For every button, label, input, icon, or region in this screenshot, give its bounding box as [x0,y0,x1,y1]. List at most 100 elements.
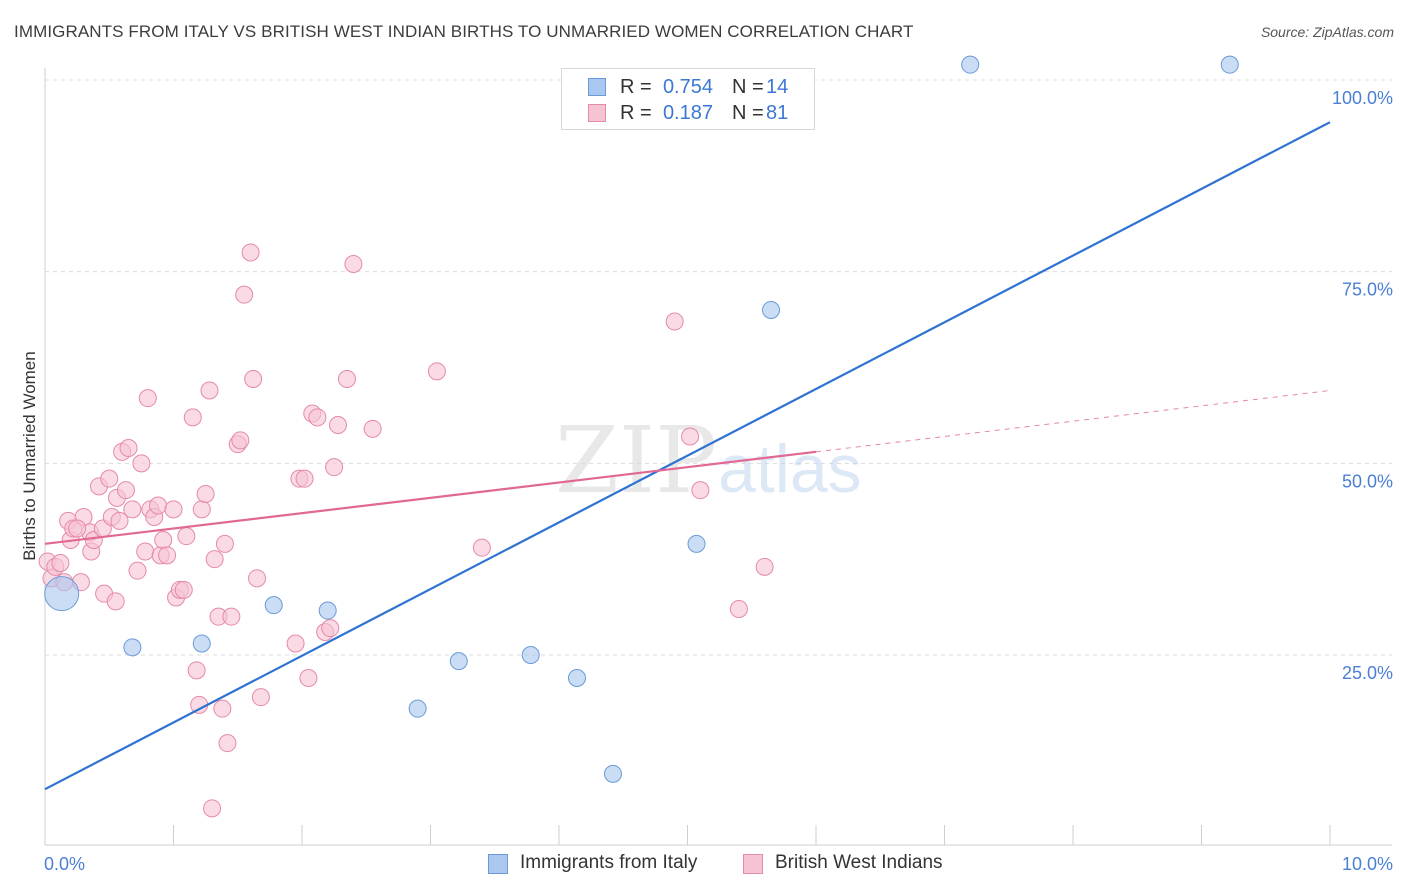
bwi-point [729,600,748,618]
bwi-point [222,607,241,626]
stats-legend: R = 0.754 N = 14 R = 0.187 N = 81 [561,68,815,130]
bwi-point [691,481,710,500]
bwi-point [138,389,157,408]
bwi-point [100,469,119,488]
bwi-point [215,534,234,553]
italy-point [264,596,283,615]
bwi-point [321,619,340,638]
bwi-point [205,550,224,569]
source-credit: Source: ZipAtlas.com [1260,24,1394,40]
y-tick-label: 100.0% [1332,88,1393,108]
n-value: 14 [766,76,789,98]
watermark-atlas: atlas [718,431,862,507]
bwi-point [427,362,446,381]
bwi-point [344,255,363,273]
bwi-point [128,561,147,580]
bwi-point [106,592,125,611]
italy-point [449,652,468,671]
italy-point [687,534,706,553]
italy-point [192,634,211,653]
bwi-point [164,500,183,519]
bwi-point [158,546,177,565]
bwi-point [308,408,327,427]
italy-point [603,764,622,783]
y-tick-label: 25.0% [1342,663,1393,683]
bwi-trend-extension [815,390,1331,453]
bwi-point [363,419,382,438]
y-axis-label: Births to Unmarried Women [20,351,39,560]
bwi-point [187,661,206,680]
bwi-point [183,408,202,427]
bwi-point [174,580,193,599]
trend-lines [44,121,1331,791]
bwi-point [337,370,356,388]
bwi-point [203,799,222,818]
bwi-swatch [588,104,606,122]
bwi-point [116,481,135,500]
bwi-point [235,285,254,304]
y-tick-label: 50.0% [1342,471,1393,491]
series-legend: Immigrants from Italy British West India… [0,852,1406,878]
bwi-point [123,500,142,519]
x-tick-label: 10.0% [1342,854,1393,874]
n-label: N = [732,76,764,98]
bwi-point [231,431,250,450]
legend-label-bwi: British West Indians [775,852,943,873]
x-tick-label: 0.0% [44,854,85,874]
bwi-point [192,500,211,519]
chart-title: IMMIGRANTS FROM ITALY VS BRITISH WEST IN… [14,22,914,41]
italy-point [318,601,337,620]
bwi-point [299,669,318,687]
bwi-point [755,557,774,576]
bwi-point [325,458,344,477]
watermark-zip: ZIP [555,407,717,514]
bwi-point [177,527,196,546]
bwi-point [244,370,263,388]
italy-point [1220,55,1239,74]
r-value: 0.187 [662,102,713,124]
bwi-trend-line [44,450,817,545]
bwi-point [665,312,684,331]
bwi-point [218,734,237,753]
bwi-point [251,688,270,707]
italy-point [961,55,980,74]
italy-point [44,576,80,612]
r-label: R = [620,76,652,98]
n-label: N = [732,102,764,124]
y-tick-label: 75.0% [1342,280,1393,300]
italy-point [408,699,427,718]
bwi-point [472,538,491,557]
gridlines [45,79,1392,656]
bwi-point [132,454,151,473]
bwi-point [200,381,219,400]
bwi-point [110,511,129,530]
data-points [38,55,1239,818]
bwi-point [295,469,314,488]
axes [44,68,1392,846]
r-value: 0.754 [662,76,713,98]
n-value: 81 [766,102,789,124]
bwi-point [196,485,215,503]
watermark: ZIP atlas [555,407,862,514]
bwi-point [136,542,155,561]
bwi-point [286,634,305,653]
bwi-point [213,699,232,718]
italy-trend-line [44,121,1331,791]
y-tick-labels: 25.0% 50.0% 75.0% 100.0% [1332,88,1393,683]
legend-label-italy: Immigrants from Italy [520,852,698,873]
r-label: R = [620,102,652,124]
bwi-point [149,496,168,515]
italy-point [567,669,586,687]
bwi-point [328,416,347,434]
italy-point [123,638,142,657]
bwi-point [119,439,138,457]
bwi-point [51,554,70,572]
italy-legend-swatch [488,854,508,874]
bwi-point [248,569,267,588]
italy-swatch [588,78,606,96]
italy-point [521,646,540,664]
x-tick-labels: 0.0% 10.0% [44,854,1393,874]
bwi-point [241,243,260,262]
bwi-point [68,519,87,538]
